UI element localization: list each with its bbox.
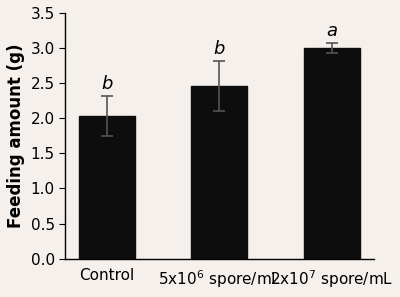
Text: a: a bbox=[326, 22, 337, 40]
Y-axis label: Feeding amount (g): Feeding amount (g) bbox=[7, 44, 25, 228]
Text: b: b bbox=[102, 75, 113, 93]
Bar bbox=[191, 86, 248, 259]
Bar bbox=[304, 48, 360, 259]
Text: b: b bbox=[214, 40, 225, 58]
Bar bbox=[79, 116, 135, 259]
